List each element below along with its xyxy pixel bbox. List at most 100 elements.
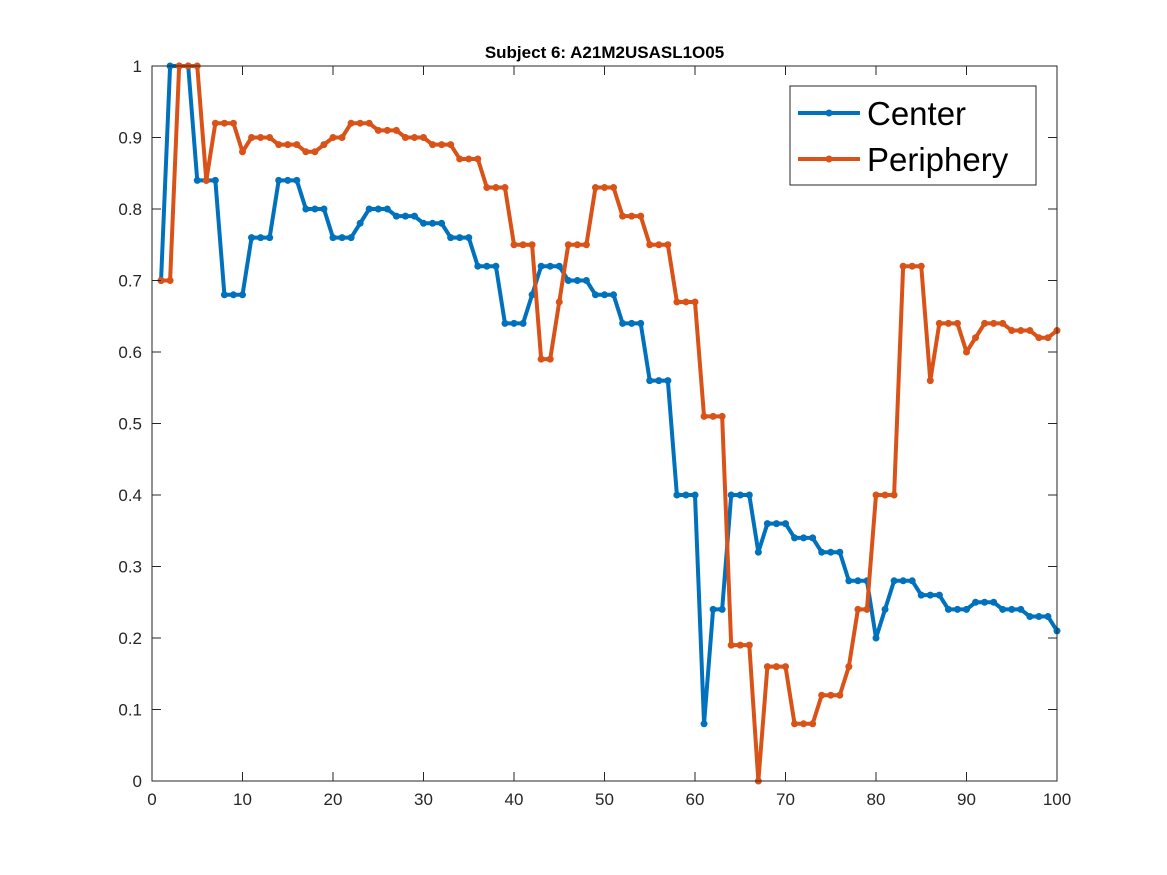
data-point-periphery <box>266 134 274 141</box>
data-point-periphery <box>944 319 952 327</box>
data-point-periphery <box>302 148 310 156</box>
data-point-center <box>429 219 437 227</box>
data-point-periphery <box>646 241 654 249</box>
data-point-center <box>691 491 699 499</box>
data-point-periphery <box>564 241 572 249</box>
data-point-center <box>320 205 328 213</box>
data-point-periphery <box>392 126 400 134</box>
data-point-periphery <box>447 141 455 149</box>
data-point-periphery <box>736 641 744 649</box>
series-line-center <box>159 64 1059 726</box>
data-point-periphery <box>284 141 292 149</box>
data-point-center <box>573 277 581 284</box>
data-point-center <box>872 634 880 642</box>
data-point-periphery <box>772 663 780 671</box>
data-point-periphery <box>863 605 871 613</box>
data-point-center <box>981 598 989 606</box>
legend-label-periphery: Periphery <box>867 141 1009 178</box>
data-point-center <box>483 262 491 270</box>
data-point-center <box>519 319 527 327</box>
data-point-periphery <box>420 134 427 141</box>
data-point-periphery <box>926 377 934 385</box>
data-point-center <box>555 262 563 270</box>
data-point-center <box>1008 605 1016 613</box>
data-point-center <box>410 212 418 220</box>
data-point-center <box>1035 613 1043 621</box>
data-point-center <box>564 277 572 284</box>
data-point-center <box>401 212 409 220</box>
data-point-center <box>908 577 916 585</box>
data-point-center <box>537 262 545 270</box>
data-point-center <box>284 176 292 184</box>
data-point-periphery <box>845 663 853 671</box>
x-tick-label: 40 <box>505 790 524 809</box>
data-point-center <box>248 234 256 242</box>
data-point-periphery <box>745 641 753 649</box>
data-point-center <box>926 591 934 599</box>
data-point-periphery <box>953 319 961 327</box>
data-point-periphery <box>356 119 364 127</box>
x-tick-label: 10 <box>233 790 252 809</box>
data-point-periphery <box>619 212 627 220</box>
data-point-periphery <box>628 212 636 220</box>
x-tick-label: 80 <box>867 790 886 809</box>
data-point-center <box>347 234 355 242</box>
legend-entry-periphery: Periphery <box>798 141 1009 178</box>
data-point-periphery <box>410 134 418 141</box>
data-point-center <box>546 262 554 270</box>
legend-entry-center: Center <box>798 95 966 132</box>
data-point-center <box>193 176 201 184</box>
data-point-center <box>899 577 907 585</box>
series-layer <box>157 62 1061 785</box>
data-point-center <box>646 377 654 385</box>
data-point-periphery <box>809 720 817 728</box>
data-point-periphery <box>637 212 645 220</box>
data-point-center <box>275 176 283 184</box>
data-point-center <box>709 605 717 613</box>
data-point-periphery <box>990 319 998 327</box>
data-point-center <box>311 205 319 213</box>
x-tick-label: 20 <box>324 790 343 809</box>
data-point-periphery <box>311 148 319 156</box>
data-point-periphery <box>465 155 473 163</box>
data-point-center <box>944 605 952 613</box>
data-point-periphery <box>582 241 590 249</box>
data-point-center <box>1026 613 1034 621</box>
data-point-periphery <box>782 663 789 671</box>
data-point-center <box>800 534 808 542</box>
data-point-periphery <box>836 691 844 699</box>
data-point-center <box>772 520 780 528</box>
data-point-periphery <box>429 141 437 149</box>
data-point-periphery <box>709 412 717 420</box>
data-point-periphery <box>374 126 382 134</box>
data-point-periphery <box>492 184 500 192</box>
data-point-periphery <box>275 141 283 149</box>
y-tick-label: 0.6 <box>118 343 142 362</box>
data-point-center <box>791 534 799 542</box>
x-tick-label: 70 <box>776 790 795 809</box>
data-point-center <box>438 219 446 227</box>
legend-box <box>789 85 1037 186</box>
data-point-periphery <box>338 134 346 141</box>
data-point-center <box>718 605 726 613</box>
data-point-periphery <box>935 319 943 327</box>
data-point-center <box>917 591 925 599</box>
y-tick-label: 0.7 <box>118 272 142 291</box>
data-point-periphery <box>202 176 210 184</box>
data-point-periphery <box>211 119 219 127</box>
data-point-center <box>492 262 500 270</box>
data-point-periphery <box>555 298 563 306</box>
data-point-periphery <box>908 262 916 270</box>
data-point-periphery <box>329 134 337 141</box>
data-point-periphery <box>854 605 862 613</box>
data-point-center <box>266 234 274 242</box>
data-point-periphery <box>483 184 491 192</box>
data-point-periphery <box>664 241 672 249</box>
data-point-center <box>836 548 844 556</box>
data-point-periphery <box>519 241 527 249</box>
data-point-periphery <box>718 412 726 420</box>
data-point-center <box>510 319 518 327</box>
y-tick-label: 0.3 <box>118 558 142 577</box>
x-tick-label: 0 <box>147 790 156 809</box>
